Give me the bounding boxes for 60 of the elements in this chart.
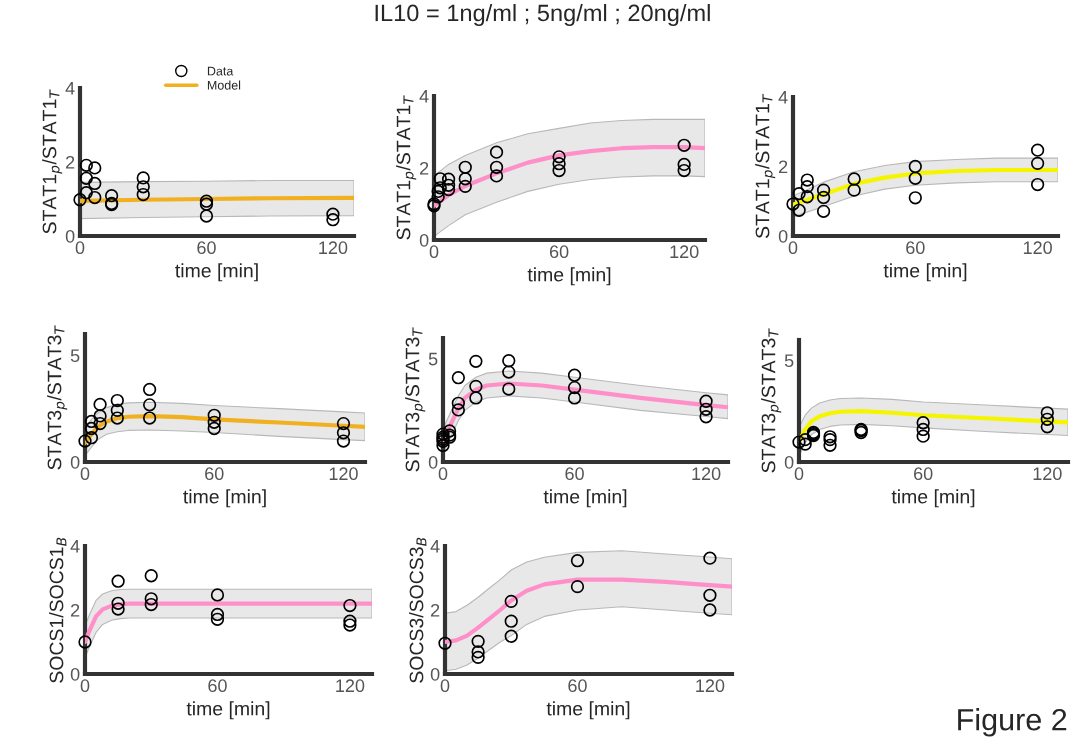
x-tick-label: 60 <box>549 245 569 259</box>
x-tick-label: 0 <box>80 679 90 693</box>
y-tick-label: 0 <box>65 229 75 243</box>
caption: Figure 2 <box>958 708 1067 737</box>
x-tick-label: 120 <box>696 679 725 693</box>
y-tick-label: 2 <box>71 603 80 617</box>
y-tick-label: 5 <box>70 349 80 363</box>
x-tick-label: 60 <box>205 467 224 481</box>
y-axis-title: STAT3$_{p}$/STAT3$_{T}$ <box>405 327 426 472</box>
legend-label: Model <box>207 80 241 90</box>
y-tick-label: 0 <box>430 667 440 681</box>
x-tick-label: 120 <box>670 245 699 259</box>
x-axis-title: time [min] <box>175 263 258 282</box>
x-tick-label: 60 <box>565 467 584 481</box>
x-tick-label: 120 <box>1033 467 1062 481</box>
x-tick-label: 0 <box>440 679 450 693</box>
y-tick-label: 2 <box>431 603 440 617</box>
y-axis-title: SOCS3/SOCS3$_{B}$ <box>409 537 427 683</box>
x-tick-label: 120 <box>329 467 358 481</box>
y-tick-label: 0 <box>784 455 794 469</box>
y-tick-label: 4 <box>65 82 75 95</box>
y-axis-title: STAT1$_{p}$/STAT1$_{T}$ <box>755 93 776 239</box>
y-tick-label: 5 <box>784 354 794 368</box>
y-tick-label: 0 <box>778 229 788 243</box>
y-tick-label: 2 <box>420 161 429 175</box>
y-tick-label: 4 <box>430 540 440 553</box>
y-axis-title: STAT3$_{p}$/STAT3$_{T}$ <box>47 325 68 470</box>
x-axis-title: time [min] <box>543 489 627 508</box>
y-axis-title: STAT1$_{p}$/STAT1$_{T}$ <box>396 95 417 240</box>
y-axis-title: STAT3$_{p}$/STAT3$_{T}$ <box>761 328 782 473</box>
x-tick-label: 60 <box>568 679 587 693</box>
x-tick-label: 60 <box>906 241 925 255</box>
x-tick-label: 120 <box>692 467 721 481</box>
y-tick-label: 2 <box>66 155 75 169</box>
chart-title: IL10 = 1ng/ml ; 5ng/ml ; 20ng/ml <box>375 4 710 27</box>
y-tick-label: 4 <box>70 540 80 553</box>
y-tick-label: 0 <box>70 455 80 469</box>
x-tick-label: 60 <box>197 241 216 255</box>
y-tick-label: 0 <box>428 455 438 469</box>
x-axis-title: time [min] <box>527 267 611 286</box>
x-axis-title: time [min] <box>546 701 630 720</box>
x-axis-title: time [min] <box>183 489 266 508</box>
y-tick-label: 5 <box>428 352 438 366</box>
y-tick-label: 0 <box>70 667 80 681</box>
x-tick-label: 60 <box>208 679 227 693</box>
y-axis-title: STAT1$_{p}$/STAT1$_{T}$ <box>42 89 63 234</box>
y-tick-label: 4 <box>778 91 788 104</box>
legend-label: Data <box>207 66 234 76</box>
y-tick-label: 2 <box>779 160 788 174</box>
x-tick-label: 0 <box>794 467 804 481</box>
y-axis-title: SOCS1/SOCS1$_{B}$ <box>49 537 67 683</box>
x-tick-label: 120 <box>1023 241 1052 255</box>
y-tick-label: 4 <box>419 90 429 103</box>
x-tick-label: 0 <box>80 467 90 481</box>
x-tick-label: 60 <box>914 467 933 481</box>
x-tick-label: 120 <box>319 241 348 255</box>
x-tick-label: 120 <box>336 679 365 693</box>
x-axis-title: time [min] <box>186 701 270 720</box>
x-axis-title: time [min] <box>883 263 967 282</box>
x-axis-title: time [min] <box>891 489 975 508</box>
